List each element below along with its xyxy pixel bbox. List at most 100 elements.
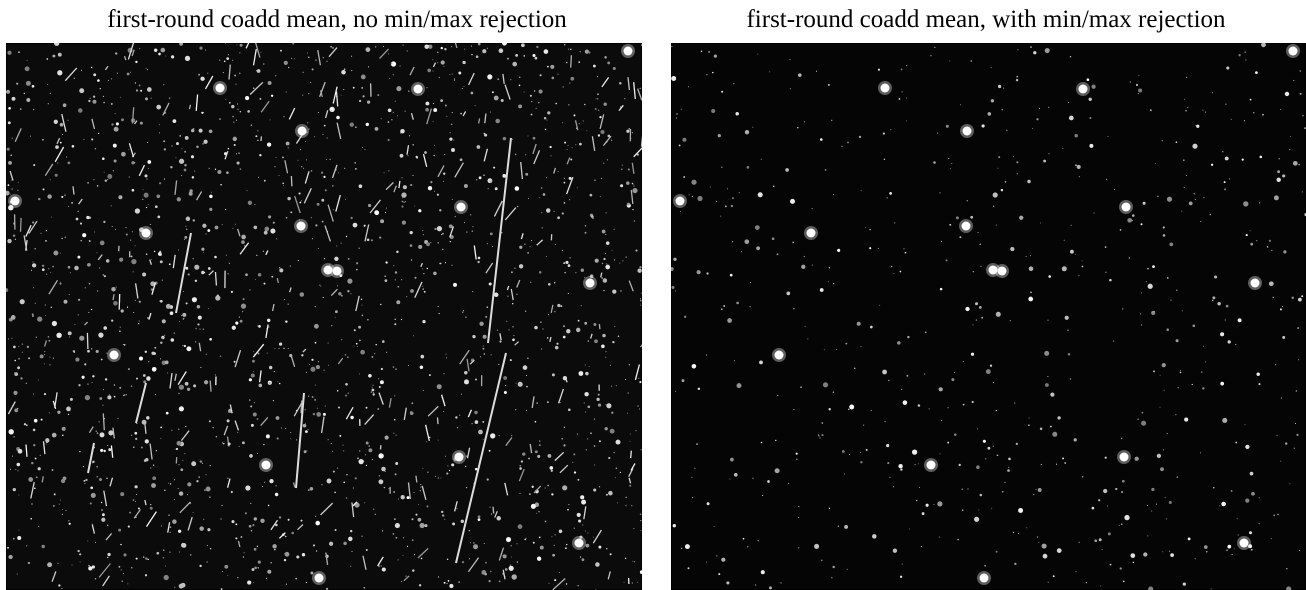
star [190,155,195,159]
star [326,478,332,484]
star [483,542,485,545]
star [426,505,429,508]
star [1138,74,1140,76]
star [447,580,450,582]
star [173,332,176,334]
star [345,383,348,386]
star [393,491,395,493]
star [901,91,903,93]
star [169,531,171,533]
star [167,372,169,374]
cosmic-ray [265,324,269,339]
star [326,137,328,139]
star [275,523,278,527]
star [444,104,447,107]
star [118,195,123,200]
star [61,587,63,590]
star [237,108,239,111]
star [54,43,60,46]
star [1224,156,1229,161]
cosmic-ray [516,279,521,288]
star [556,342,559,345]
star [872,534,877,539]
star [198,476,200,478]
star [594,179,596,181]
star [453,79,456,81]
star [462,311,464,313]
star [573,527,575,529]
star [970,215,974,219]
star [484,133,488,137]
star [992,445,994,447]
star [1086,78,1090,81]
star [544,128,547,131]
star [7,238,12,244]
star [263,230,268,235]
cosmic-ray [550,304,554,314]
star [711,108,716,114]
star [471,423,473,425]
star [172,519,177,524]
star [672,524,676,528]
star [205,474,207,476]
cosmic-ray [335,91,339,107]
bright-star [297,126,307,136]
star [706,74,708,76]
star [1038,107,1041,109]
star [625,505,627,507]
star [202,142,205,145]
star [149,506,153,510]
star [380,219,385,224]
star [847,141,849,144]
star [566,329,571,334]
star [164,334,166,336]
star [121,580,123,582]
cosmic-ray [628,477,632,484]
star [1031,127,1034,129]
star [1299,549,1301,551]
star [18,529,20,531]
star [1237,534,1239,536]
star [315,59,317,61]
star [147,167,149,169]
star [244,512,247,515]
star [289,438,292,440]
star [985,369,991,375]
star [383,172,385,174]
star [275,75,277,77]
star [451,148,455,152]
star [32,315,34,317]
star [1227,544,1232,549]
star [517,205,519,208]
star [604,427,608,431]
cosmic-ray [179,501,191,514]
star [504,568,508,571]
star [858,135,862,139]
star [71,201,74,204]
cosmic-ray [131,49,135,57]
star [844,473,845,475]
star [33,287,35,289]
star [463,222,465,224]
star [786,291,791,296]
star [584,530,586,532]
star [57,410,61,414]
star [304,422,306,424]
star [168,263,171,266]
star [355,342,358,345]
star [961,509,964,512]
cosmic-ray [302,348,307,353]
star [253,87,255,89]
star [462,310,465,312]
star [621,164,623,166]
star [1143,552,1148,557]
star [92,460,95,463]
star [1048,153,1050,155]
star [28,357,31,360]
star [982,439,986,443]
star [252,524,255,527]
star [1298,297,1302,302]
star [301,354,304,357]
star [530,113,533,116]
star [441,510,444,514]
